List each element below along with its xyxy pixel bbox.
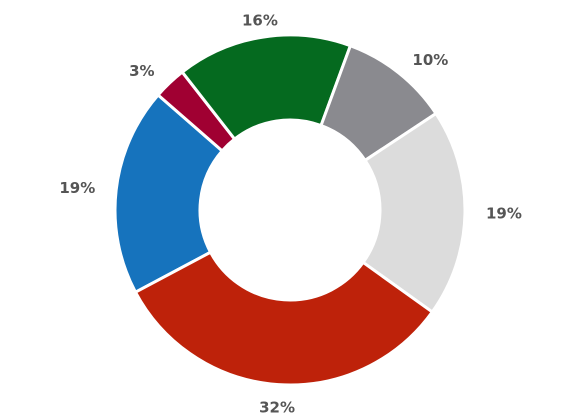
slice-label-3: 10% — [412, 51, 448, 69]
donut-slice-4 — [361, 112, 467, 314]
slice-label-5: 32% — [259, 399, 295, 417]
donut-slice-5 — [133, 250, 434, 387]
donut-slices — [113, 33, 467, 387]
donut-slice-0 — [113, 93, 224, 294]
slice-label-2: 16% — [242, 11, 278, 29]
slice-label-1: 3% — [129, 62, 154, 80]
donut-slice-2 — [180, 33, 352, 141]
slice-label-4: 19% — [486, 205, 522, 223]
slice-label-0: 19% — [59, 179, 95, 197]
donut-labels: 19% 3% 16% 10% 19% 32% — [59, 11, 522, 416]
